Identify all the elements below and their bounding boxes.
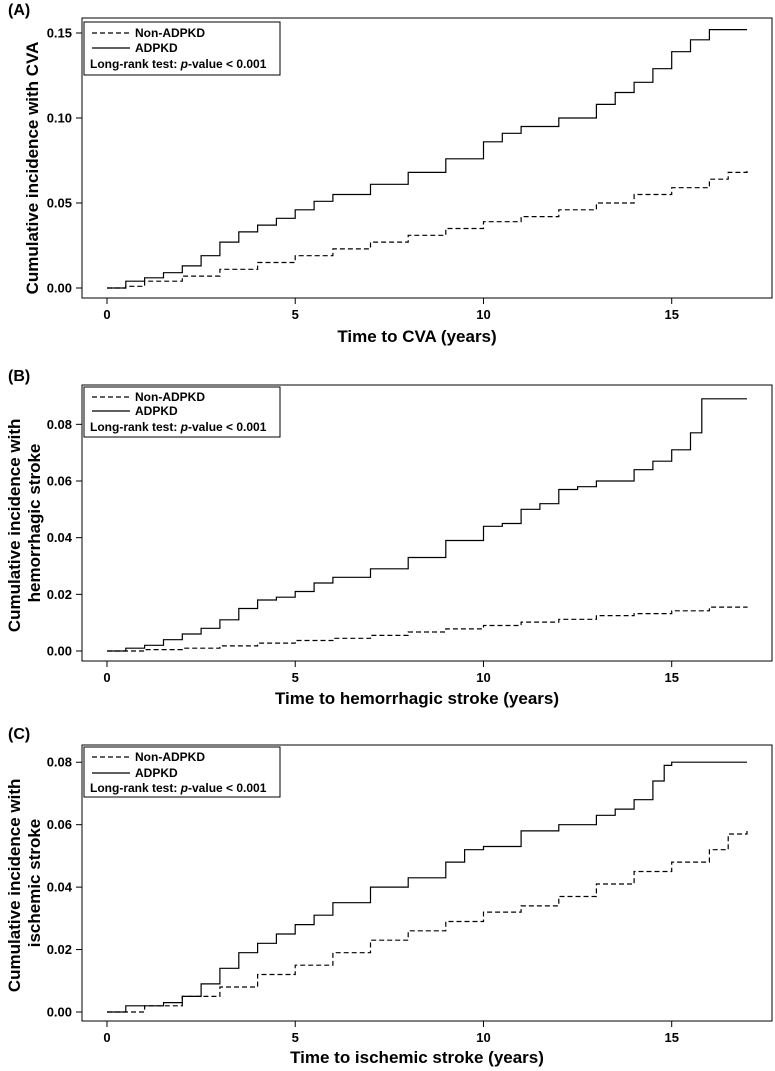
legend-entry-adpkd-a: ADPKD xyxy=(135,41,178,55)
legend-entry-non-adpkd-b: Non-ADPKD xyxy=(135,390,205,404)
x-tick-label-b-2: 10 xyxy=(476,670,490,685)
x-tick-label-a-0: 0 xyxy=(103,307,110,322)
x-tick-label-c-0: 0 xyxy=(103,1030,110,1045)
y-tick-label-a-1: 0.05 xyxy=(47,196,72,211)
legend-test-p-c: p xyxy=(180,781,188,795)
y-tick-label-c-1: 0.02 xyxy=(47,942,72,957)
series-adpkd-b xyxy=(107,398,747,652)
x-tick-label-b-0: 0 xyxy=(103,670,110,685)
y-tick-label-a-2: 0.10 xyxy=(47,111,72,126)
legend-entry-adpkd-b: ADPKD xyxy=(135,404,178,418)
series-non-adpkd-c xyxy=(107,830,748,1013)
y-tick-label-b-1: 0.02 xyxy=(47,587,72,602)
y-axis-title-b-line2: hemorrhagic stroke xyxy=(25,444,44,603)
y-tick-label-b-3: 0.06 xyxy=(47,474,72,489)
plot-frame-b xyxy=(81,384,773,662)
legend-test-p-a: p xyxy=(180,57,188,71)
series-non-adpkd-a xyxy=(107,170,748,289)
x-tick-label-b-3: 15 xyxy=(664,670,678,685)
legend-test-suffix-b: -value < 0.001 xyxy=(188,420,267,434)
y-axis-title-c-line1: Cumulative incidence with xyxy=(5,779,24,993)
x-axis-title-a: Time to CVA (years) xyxy=(337,327,496,346)
y-tick-label-b-0: 0.00 xyxy=(47,644,72,659)
legend-box-b xyxy=(83,386,281,438)
legend-entry-non-adpkd-c: Non-ADPKD xyxy=(135,750,205,764)
series-non-adpkd-b xyxy=(107,606,748,652)
legend-test-suffix-c: -value < 0.001 xyxy=(188,781,267,795)
legend-test-c: Long-rank test: p-value < 0.001 xyxy=(90,781,267,795)
legend-test-a: Long-rank test: p-value < 0.001 xyxy=(90,57,267,71)
y-tick-label-c-4: 0.08 xyxy=(47,755,72,770)
panel-label-b: (B) xyxy=(8,368,30,385)
y-axis-title-b: Cumulative incidence with hemorrhagic st… xyxy=(5,414,44,632)
legend-c: Non-ADPKD ADPKD Long-rank test: p-value … xyxy=(83,746,281,798)
x-tick-label-a-3: 15 xyxy=(664,307,678,322)
series-adpkd-c xyxy=(107,761,747,1013)
legend-b: Non-ADPKD ADPKD Long-rank test: p-value … xyxy=(83,386,281,438)
legend-box-c xyxy=(83,746,281,798)
legend-entry-adpkd-c: ADPKD xyxy=(135,766,178,780)
x-tick-label-a-2: 10 xyxy=(476,307,490,322)
x-axis-title-b: Time to hemorrhagic stroke (years) xyxy=(275,689,559,708)
y-axis-title-a: Cumulative incidence with CVA xyxy=(23,42,42,295)
x-tick-label-a-1: 5 xyxy=(292,307,299,322)
plot-frame-c xyxy=(81,744,773,1022)
legend-test-b: Long-rank test: p-value < 0.001 xyxy=(90,420,267,434)
series-adpkd-a xyxy=(107,29,747,289)
x-tick-label-c-1: 5 xyxy=(292,1030,299,1045)
legend-test-p-b: p xyxy=(180,420,188,434)
y-axis-title-a-line1: Cumulative incidence with CVA xyxy=(23,42,42,295)
y-tick-label-b-2: 0.04 xyxy=(47,530,73,545)
panel-b: (B) Non-ADPKD ADPKD Long-rank test: p-va… xyxy=(5,368,773,708)
panel-label-a: (A) xyxy=(8,2,30,19)
x-tick-label-c-2: 10 xyxy=(476,1030,490,1045)
x-tick-label-b-1: 5 xyxy=(292,670,299,685)
plot-area-c: 0 5 10 15 0.00 0.02 0.04 0.06 0.08 xyxy=(47,755,748,1045)
legend-test-prefix-b: Long-rank test: xyxy=(90,420,181,434)
plot-area-b: 0 5 10 15 0.00 0.02 0.04 0.06 0.08 xyxy=(47,398,748,685)
plot-frame-a xyxy=(81,17,773,299)
x-tick-label-c-3: 15 xyxy=(664,1030,678,1045)
y-tick-label-c-2: 0.04 xyxy=(47,880,73,895)
legend-test-prefix-a: Long-rank test: xyxy=(90,57,181,71)
y-axis-title-b-line1: Cumulative incidence with xyxy=(5,419,24,633)
y-tick-label-c-3: 0.06 xyxy=(47,817,72,832)
panel-c: (C) Non-ADPKD ADPKD Long-rank test: p-va… xyxy=(5,726,773,1067)
y-axis-title-c-line2: ischemic stroke xyxy=(25,819,44,948)
legend-test-suffix-a: -value < 0.001 xyxy=(188,57,267,71)
plot-area-a: 0 5 10 15 0.00 0.05 0.10 0.15 xyxy=(47,26,748,322)
y-tick-label-b-4: 0.08 xyxy=(47,417,72,432)
y-tick-label-a-3: 0.15 xyxy=(47,26,72,41)
panel-a: (A) Non-ADPKD ADPKD Long-rank test: p-va… xyxy=(8,2,773,346)
panel-label-c: (C) xyxy=(8,726,30,743)
y-tick-label-c-0: 0.00 xyxy=(47,1005,72,1020)
x-axis-title-c: Time to ischemic stroke (years) xyxy=(290,1048,544,1067)
legend-a: Non-ADPKD ADPKD Long-rank test: p-value … xyxy=(83,21,281,76)
y-tick-label-a-0: 0.00 xyxy=(47,281,72,296)
y-axis-title-c: Cumulative incidence with ischemic strok… xyxy=(5,774,44,992)
legend-entry-non-adpkd-a: Non-ADPKD xyxy=(135,26,205,40)
legend-test-prefix-c: Long-rank test: xyxy=(90,781,181,795)
